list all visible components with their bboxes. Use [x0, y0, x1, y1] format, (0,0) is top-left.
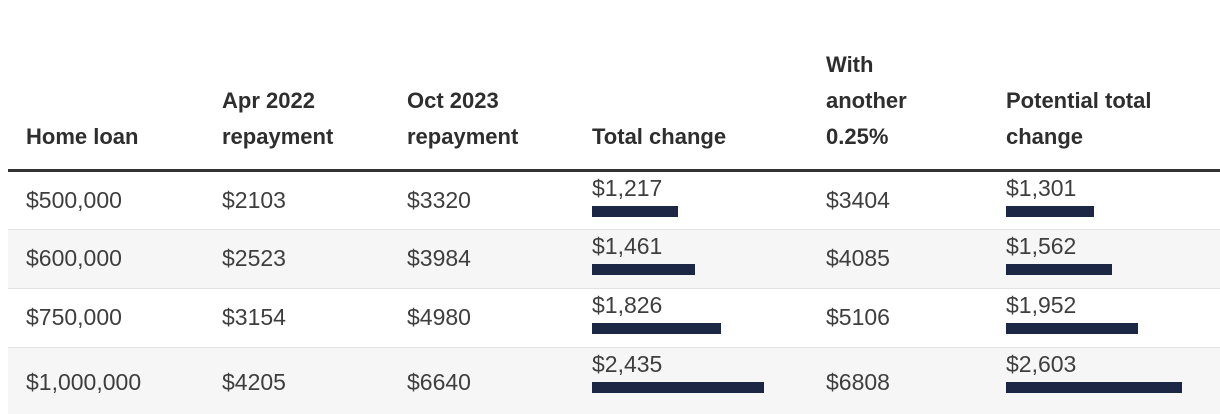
- total-change-value: $1,461: [592, 232, 663, 259]
- potential-total-change-bar: [1006, 205, 1094, 217]
- potential-total-change-value: $1,562: [1006, 232, 1077, 259]
- potential-total-change-value: $1,952: [1006, 291, 1077, 318]
- table-body: $500,000 $2103 $3320 $1,217 $3404 $1,301 $600,…: [8, 170, 1220, 414]
- table-row: $600,000 $2523 $3984 $1,461 $4085 $1,562: [8, 229, 1220, 288]
- potential-total-change-value: $2,603: [1006, 350, 1077, 377]
- cell-potential-total-change: $1,952: [988, 288, 1220, 347]
- column-header-apr-2022-repayment: Apr 2022 repayment: [204, 0, 389, 172]
- cell-total-change: $1,217: [574, 170, 808, 229]
- potential-total-change-bar: [1006, 381, 1182, 393]
- cell-apr-2022: $2103: [222, 186, 286, 213]
- cell-total-change: $1,826: [574, 288, 808, 347]
- cell-loan: $1,000,000: [26, 368, 142, 395]
- potential-total-change-value: $1,301: [1006, 174, 1077, 201]
- cell-potential-total-change: $2,603: [988, 347, 1220, 414]
- cell-total-change: $1,461: [574, 229, 808, 288]
- total-change-bar: [592, 263, 695, 275]
- cell-apr-2022: $3154: [222, 304, 286, 330]
- column-header-home-loan: Home loan: [8, 0, 204, 172]
- potential-total-change-bar: [1006, 263, 1112, 275]
- column-header-total-change: Total change: [574, 0, 808, 172]
- cell-apr-2022: $2523: [222, 245, 286, 271]
- column-header-label: Potential total change: [1006, 87, 1152, 149]
- total-change-value: $2,435: [592, 350, 663, 377]
- column-header-potential-total-change: Potential total change: [988, 0, 1220, 172]
- cell-loan: $600,000: [26, 245, 122, 271]
- cell-apr-2022: $4205: [222, 368, 286, 395]
- cell-oct-2023: $3984: [407, 245, 471, 271]
- column-header-label: Oct 2023 repayment: [407, 87, 519, 149]
- cell-with-another: $5106: [826, 304, 890, 330]
- cell-potential-total-change: $1,562: [988, 229, 1220, 288]
- table-row: $1,000,000 $4205 $6640 $2,435 $6808 $2,603: [8, 347, 1220, 414]
- cell-with-another: $6808: [826, 368, 890, 395]
- column-header-label: Home loan: [26, 123, 139, 149]
- cell-with-another: $3404: [826, 186, 890, 213]
- total-change-value: $1,217: [592, 174, 663, 201]
- total-change-bar: [592, 381, 764, 393]
- total-change-bar: [592, 322, 721, 334]
- table-row: $500,000 $2103 $3320 $1,217 $3404 $1,301: [8, 170, 1220, 229]
- cell-with-another: $4085: [826, 245, 890, 271]
- cell-oct-2023: $6640: [407, 368, 471, 395]
- cell-potential-total-change: $1,301: [988, 170, 1220, 229]
- cell-total-change: $2,435: [574, 347, 808, 414]
- column-header-label: Total change: [592, 123, 727, 149]
- table-row: $750,000 $3154 $4980 $1,826 $5106 $1,952: [8, 288, 1220, 347]
- loan-repayment-table: Home loan Apr 2022 repayment Oct 2023 re…: [8, 0, 1220, 414]
- cell-loan: $500,000: [26, 186, 122, 213]
- cell-loan: $750,000: [26, 304, 122, 330]
- table-header: Home loan Apr 2022 repayment Oct 2023 re…: [8, 0, 1220, 172]
- column-header-with-another-025: With another 0.25%: [808, 0, 988, 172]
- cell-oct-2023: $3320: [407, 186, 471, 213]
- column-header-oct-2023-repayment: Oct 2023 repayment: [389, 0, 574, 172]
- column-header-label: With another 0.25%: [826, 51, 907, 149]
- header-row: Home loan Apr 2022 repayment Oct 2023 re…: [8, 0, 1220, 172]
- total-change-value: $1,826: [592, 291, 663, 318]
- total-change-bar: [592, 205, 678, 217]
- potential-total-change-bar: [1006, 322, 1138, 334]
- column-header-label: Apr 2022 repayment: [222, 87, 334, 149]
- cell-oct-2023: $4980: [407, 304, 471, 330]
